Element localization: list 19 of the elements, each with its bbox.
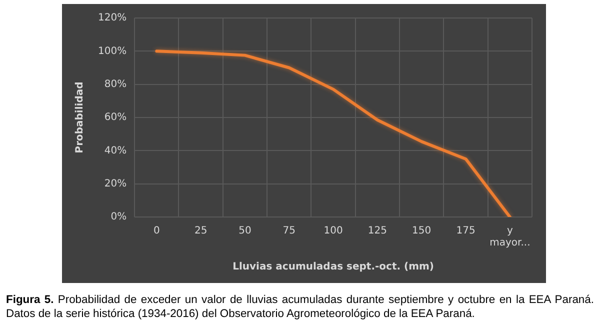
y-axis-title: Probabilidad xyxy=(74,82,86,154)
y-tick-label: 40% xyxy=(104,145,127,156)
y-tick-label: 120% xyxy=(98,12,127,24)
x-tick-label: 50 xyxy=(238,226,252,237)
x-tick-label: 175 xyxy=(456,226,476,237)
x-tick-label: 25 xyxy=(194,226,208,237)
y-tick-label: 100% xyxy=(98,46,127,57)
x-tick-label: 75 xyxy=(282,226,296,237)
y-tick-label: 80% xyxy=(104,78,127,90)
x-axis-title: Lluvias acumuladas sept.-oct. (mm) xyxy=(232,262,434,273)
x-tick-label: 150 xyxy=(412,226,432,237)
y-tick-label: 60% xyxy=(104,112,127,124)
x-tick-label: 100 xyxy=(324,226,343,237)
x-tick-label: y mayor... xyxy=(490,226,530,249)
text: Figura 5. Probabilidad de exceder un valor de lluvias acumuladas durante septiembre y octubre en la EEA Paraná. Datos de la serie histórica (1934-2016) del Observatorio Agrometeorológico de la EEA Paraná. xyxy=(6,293,594,321)
x-tick-label: 125 xyxy=(368,226,387,237)
x-tick-label: 0 xyxy=(153,226,160,237)
y-tick-label: 0% xyxy=(110,212,127,223)
y-tick-label: 20% xyxy=(104,178,127,190)
